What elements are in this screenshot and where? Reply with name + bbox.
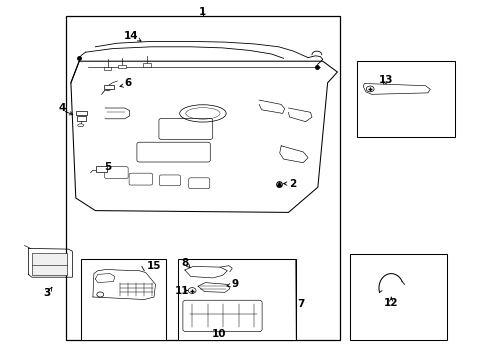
Text: 8: 8 bbox=[181, 258, 188, 268]
Bar bbox=[349, 254, 447, 340]
Text: 3: 3 bbox=[43, 288, 50, 298]
Text: 12: 12 bbox=[383, 298, 398, 308]
Bar bbox=[81, 259, 166, 340]
Circle shape bbox=[366, 86, 373, 92]
Bar bbox=[118, 65, 126, 68]
Text: 1: 1 bbox=[199, 6, 206, 17]
Ellipse shape bbox=[78, 124, 83, 127]
Text: 14: 14 bbox=[123, 31, 138, 41]
Bar bbox=[103, 67, 111, 70]
Bar bbox=[142, 63, 150, 67]
FancyBboxPatch shape bbox=[183, 300, 262, 332]
Bar bbox=[96, 166, 106, 172]
Text: 7: 7 bbox=[296, 299, 304, 309]
Text: 15: 15 bbox=[147, 261, 162, 271]
Bar bbox=[356, 61, 454, 137]
Text: 6: 6 bbox=[124, 78, 131, 88]
Text: 13: 13 bbox=[378, 75, 393, 85]
Text: 5: 5 bbox=[104, 162, 111, 172]
Polygon shape bbox=[363, 84, 429, 94]
Bar bbox=[76, 111, 86, 115]
Circle shape bbox=[188, 288, 196, 293]
Text: 10: 10 bbox=[211, 329, 226, 339]
Bar bbox=[32, 253, 67, 275]
Bar bbox=[77, 116, 86, 121]
Text: 2: 2 bbox=[288, 179, 295, 189]
Text: 4: 4 bbox=[59, 103, 66, 113]
Text: 11: 11 bbox=[175, 285, 189, 296]
Bar bbox=[178, 259, 295, 340]
Bar bbox=[104, 85, 114, 89]
Circle shape bbox=[97, 292, 103, 297]
Bar bbox=[66, 16, 339, 340]
Text: 9: 9 bbox=[231, 279, 238, 289]
